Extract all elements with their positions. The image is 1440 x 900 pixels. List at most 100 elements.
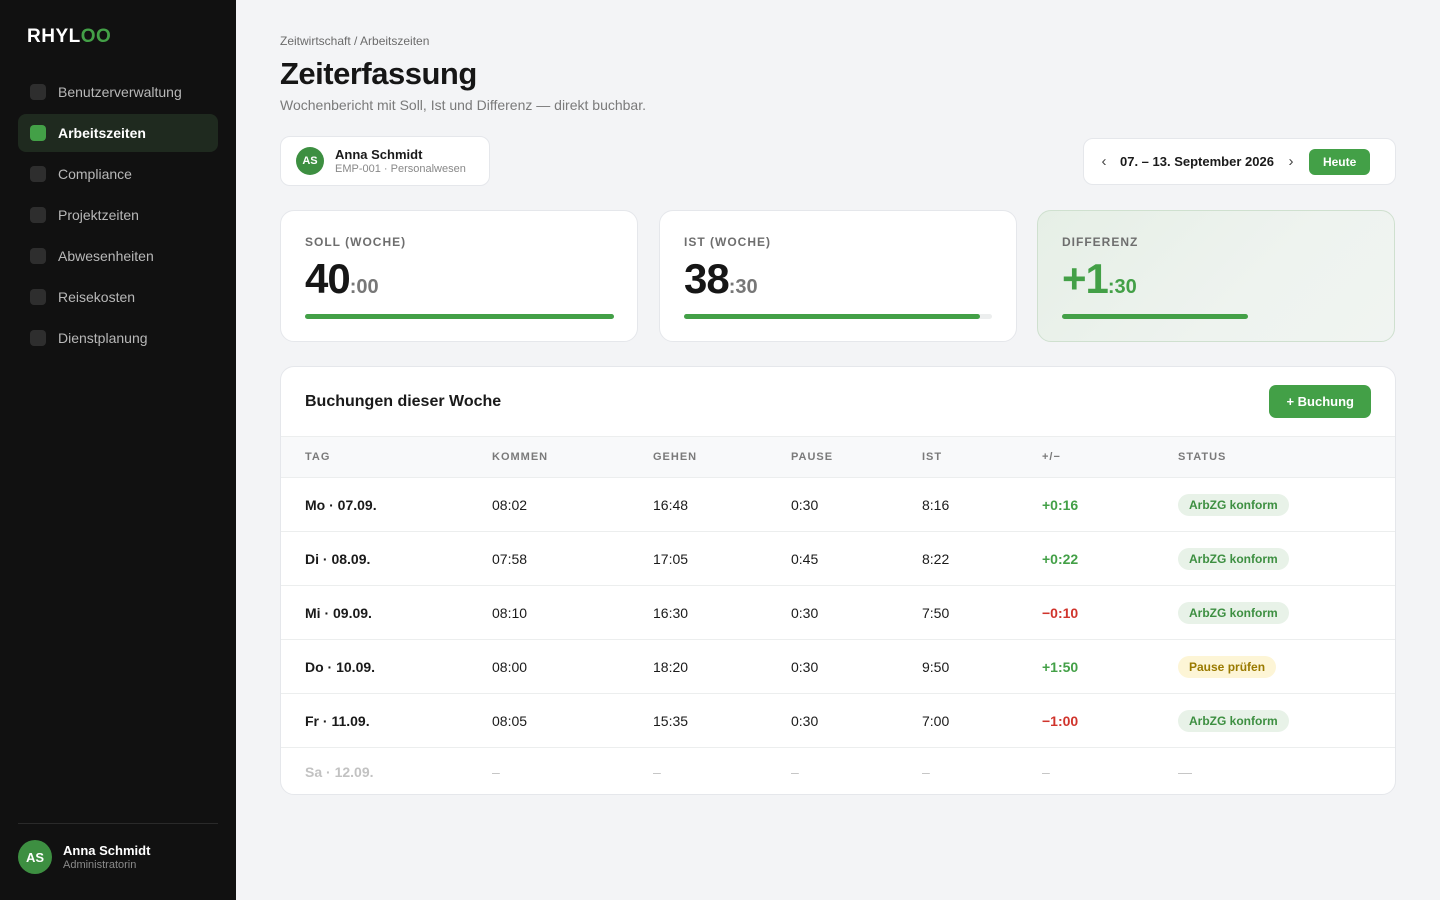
- sidebar-item-label: Arbeitszeiten: [58, 125, 146, 141]
- nav-square-icon: [30, 289, 46, 305]
- sidebar-item-label: Reisekosten: [58, 289, 136, 305]
- column-header-ist[interactable]: IST: [922, 451, 943, 463]
- nav-square-icon: [30, 330, 46, 346]
- cell-status: Pause prüfen: [1178, 640, 1395, 694]
- cell-day: Mo · 07.09.: [305, 496, 377, 513]
- table-row[interactable]: Fr · 11.09. 08:05 15:35 0:30 7:00 −1:00 ArbZG …: [281, 694, 1395, 748]
- user-role: Administratorin: [63, 859, 137, 871]
- status-badge: ArbZG konform: [1178, 601, 1289, 624]
- cell-ist: –: [922, 763, 930, 780]
- cell-diff: +1:50: [1042, 658, 1079, 675]
- cell-diff: –: [1042, 763, 1050, 780]
- cell-ist: 9:50: [922, 658, 950, 675]
- sidebar-user[interactable]: AS Anna Schmidt Administratorin: [18, 840, 150, 874]
- table-row[interactable]: Mo · 07.09. 08:02 16:48 0:30 8:16 +0:16 ArbZG …: [281, 478, 1395, 532]
- sidebar-item-label: Benutzerverwaltung: [58, 84, 182, 100]
- column-header-status[interactable]: STATUS: [1178, 451, 1227, 463]
- page-subtitle: Wochenbericht mit Soll, Ist und Differen…: [280, 97, 646, 113]
- stat-hours: +1: [1062, 255, 1109, 302]
- employee-selector[interactable]: AS Anna Schmidt EMP-001 · Personalwesen: [280, 136, 490, 186]
- stat-minutes: :30: [1107, 276, 1137, 298]
- nav-square-icon: [30, 125, 46, 141]
- cell-gehen: 18:20: [653, 658, 689, 675]
- cell-gehen: 17:05: [653, 550, 689, 567]
- cell-pause: 0:30: [791, 604, 819, 621]
- employee-meta: EMP-001 · Personalwesen: [335, 163, 466, 175]
- cell-day: Di · 08.09.: [305, 550, 371, 567]
- logo[interactable]: RHYLOO: [27, 26, 112, 47]
- table-row[interactable]: Do · 10.09. 08:00 18:20 0:30 9:50 +1:50 Pause …: [281, 640, 1395, 694]
- stat-card-soll: SOLL (WOCHE) 40:00: [280, 210, 638, 342]
- progress-track: [684, 314, 992, 319]
- avatar: AS: [18, 840, 52, 874]
- sidebar-item-label: Abwesenheiten: [58, 248, 154, 264]
- bookings-title: Buchungen dieser Woche: [305, 393, 502, 410]
- cell-pause: –: [791, 763, 799, 780]
- cell-kommen: 08:10: [492, 604, 528, 621]
- add-booking-button[interactable]: + Buchung: [1269, 385, 1371, 418]
- week-navigator: ‹ 07. – 13. September 2026 › Heute: [1083, 138, 1396, 185]
- cell-kommen: 08:00: [492, 658, 528, 675]
- cell-status: ArbZG konform: [1178, 694, 1395, 748]
- cell-kommen: 08:02: [492, 496, 528, 513]
- cell-gehen: 16:48: [653, 496, 689, 513]
- cell-diff: +0:16: [1042, 496, 1079, 513]
- cell-ist: 8:16: [922, 496, 950, 513]
- cell-gehen: 15:35: [653, 712, 689, 729]
- cell-pause: 0:30: [791, 712, 819, 729]
- nav-square-icon: [30, 84, 46, 100]
- table-header-row: TAG KOMMEN GEHEN PAUSE IST +/− STATUS: [281, 436, 1395, 478]
- sidebar-item-abwesenheiten[interactable]: Abwesenheiten: [18, 237, 218, 275]
- stat-minutes: :30: [728, 276, 758, 298]
- chevron-right-icon[interactable]: ›: [1288, 153, 1294, 170]
- cell-pause: 0:30: [791, 496, 819, 513]
- sidebar-divider: [18, 823, 218, 824]
- stat-caption: IST (WOCHE): [684, 235, 771, 249]
- status-badge: —: [1178, 763, 1192, 780]
- cell-kommen: 07:58: [492, 550, 528, 567]
- column-header-tag[interactable]: TAG: [305, 451, 331, 463]
- nav-square-icon: [30, 248, 46, 264]
- column-header-gehen[interactable]: GEHEN: [653, 451, 698, 463]
- status-badge: ArbZG konform: [1178, 709, 1289, 732]
- status-badge: ArbZG konform: [1178, 493, 1289, 516]
- progress-fill: [305, 314, 614, 319]
- sidebar-item-arbeitszeiten[interactable]: Arbeitszeiten: [18, 114, 218, 152]
- sidebar-nav: Benutzerverwaltung Arbeitszeiten Complia…: [18, 73, 218, 360]
- breadcrumb: Zeitwirtschaft / Arbeitszeiten: [280, 34, 430, 48]
- sidebar-item-label: Dienstplanung: [58, 330, 148, 346]
- status-badge: Pause prüfen: [1178, 655, 1277, 678]
- cell-gehen: 16:30: [653, 604, 689, 621]
- sidebar-item-dienstplanung[interactable]: Dienstplanung: [18, 319, 218, 357]
- cell-diff: −0:10: [1042, 604, 1079, 621]
- progress-track: [1062, 314, 1372, 319]
- cell-gehen: –: [653, 763, 661, 780]
- table-row[interactable]: Sa · 12.09. – – – – – —: [281, 748, 1395, 795]
- stat-card-differenz: DIFFERENZ +1:30: [1037, 210, 1395, 342]
- sidebar-item-compliance[interactable]: Compliance: [18, 155, 218, 193]
- user-name: Anna Schmidt: [63, 843, 151, 858]
- stat-caption: DIFFERENZ: [1062, 235, 1139, 249]
- cell-day: Mi · 09.09.: [305, 604, 372, 621]
- cell-diff: +0:22: [1042, 550, 1079, 567]
- stat-hours: 38: [684, 255, 730, 302]
- progress-fill: [684, 314, 981, 319]
- chevron-left-icon[interactable]: ‹: [1101, 153, 1107, 170]
- table-row[interactable]: Mi · 09.09. 08:10 16:30 0:30 7:50 −0:10 ArbZG …: [281, 586, 1395, 640]
- sidebar-item-projektzeiten[interactable]: Projektzeiten: [18, 196, 218, 234]
- column-header-kommen[interactable]: KOMMEN: [492, 451, 549, 463]
- cell-day: Do · 10.09.: [305, 658, 376, 675]
- bookings-panel: Buchungen dieser Woche + Buchung TAG KOM…: [280, 366, 1396, 795]
- cell-ist: 7:50: [922, 604, 950, 621]
- sidebar-item-reisekosten[interactable]: Reisekosten: [18, 278, 218, 316]
- table-row[interactable]: Di · 08.09. 07:58 17:05 0:45 8:22 +0:22 ArbZG …: [281, 532, 1395, 586]
- sidebar-item-benutzerverwaltung[interactable]: Benutzerverwaltung: [18, 73, 218, 111]
- sidebar-item-label: Compliance: [58, 166, 132, 182]
- column-header-diff[interactable]: +/−: [1042, 451, 1061, 463]
- cell-kommen: 08:05: [492, 712, 528, 729]
- today-button[interactable]: Heute: [1308, 148, 1371, 175]
- column-header-pause[interactable]: PAUSE: [791, 451, 834, 463]
- cell-status: ArbZG konform: [1178, 532, 1395, 586]
- stat-minutes: :00: [349, 276, 379, 298]
- page-title: Zeiterfassung: [280, 56, 477, 91]
